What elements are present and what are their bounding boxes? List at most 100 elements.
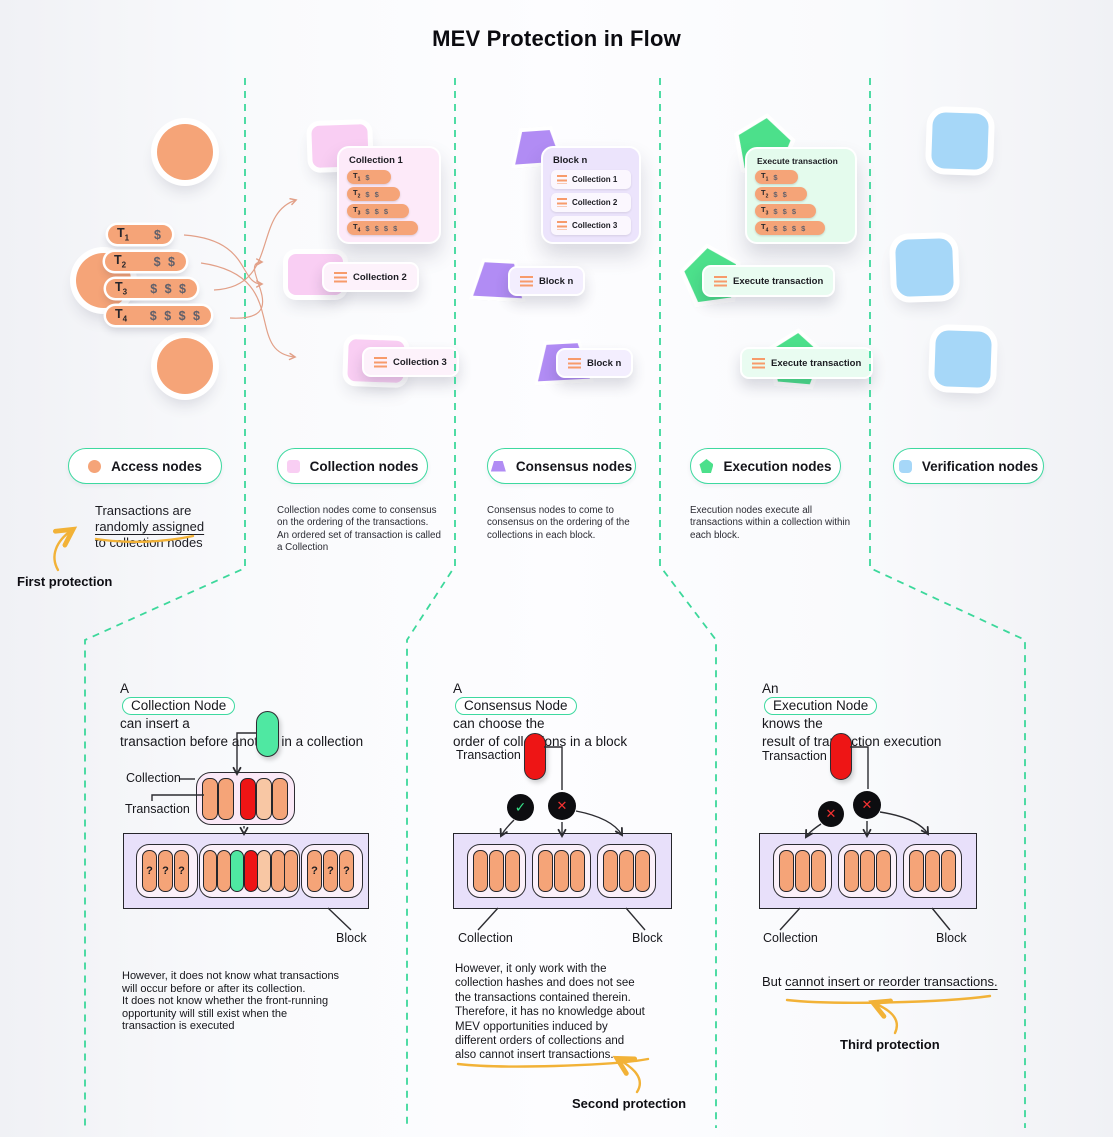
verification-node-square [934,330,992,388]
mev-transaction-pill [830,733,852,780]
transaction-slot [795,850,810,892]
access-node-circle [157,338,213,394]
collection-lines-icon [557,221,567,230]
transaction-slot [876,850,891,892]
transaction-pill-mini: T1 $ [347,170,391,184]
transaction-amount: $ $ $ [150,281,188,296]
transaction-pill-mini: T4 $ $ $ $ [347,221,418,235]
collection-lines-icon [334,271,347,283]
block-row-label: Collection 1 [572,175,618,184]
legend-access-nodes: Access nodes [68,448,222,484]
collection-node-paragraph: However, it does not know what transacti… [122,970,340,1033]
transaction-slot [505,850,520,892]
block-n-card: Block n Collection 1 Collection 2 Collec… [541,146,641,244]
consensus-node-icon [490,460,506,472]
transaction-slot [925,850,940,892]
verification-node-square [895,238,954,297]
transaction-label: T2 [114,253,127,270]
transaction-pointer-label: Transaction [456,748,521,762]
transaction-slot [811,850,826,892]
unknown-transaction-slot: ? [174,850,189,892]
transaction-label: T4 [115,307,128,324]
transaction-slot [603,850,618,892]
transaction-slot [473,850,488,892]
transaction-slot [270,850,285,892]
consensus-node-heading: A Consensus Node can choose the order of… [453,680,628,749]
collection-lines-icon [520,275,533,287]
transaction-pill: T4 $ $ $ $ [106,306,211,325]
transaction-slot [203,850,217,892]
legend-execution-nodes: Execution nodes [690,448,841,484]
block-pointer-label: Block [632,931,663,945]
third-protection-label: Third protection [840,1037,940,1052]
transaction-amount: $ $ $ $ [149,308,202,323]
cannot-insert-underlined: cannot insert or reorder transactions. [785,974,998,989]
transaction-slot [554,850,569,892]
transaction-slot [284,850,298,892]
execution-node-pill: Execution Node [764,697,878,715]
collection-node-pill: Collection Node [122,697,236,715]
transaction-label: T1 [117,226,130,243]
transaction-pill-mini: T1 $ [755,170,798,184]
collection-lines-icon [557,175,567,184]
collection1-card: Collection 1 T1 $ T2 $ $ T3 $ $ $ T4 $ $ $ $ [337,146,441,244]
block-row-label: Collection 2 [572,198,618,207]
collection-node-icon [286,459,300,473]
collection-description: Collection nodes come to consensus on th… [277,505,441,554]
transaction-pill: T3 $ $ $ [106,279,197,298]
collection3-label-card: Collection 3 [362,347,459,377]
transaction-pill-mini: T3 $ $ $ [347,204,409,218]
transaction-slot [844,850,859,892]
block-pointer-label: Block [936,931,967,945]
block-n-label: Block n [587,357,622,369]
execution-node-heading: An Execution Node knows the result of tr… [762,680,942,749]
unknown-transaction-slot: ? [158,850,173,892]
access-description: Transactions are randomly assigned to co… [95,503,205,550]
legend-verification-nodes: Verification nodes [893,448,1044,484]
verification-node-square [931,112,989,170]
transaction-slot [218,778,234,820]
inserted-transaction-pill [256,711,279,757]
collection-pointer-label: Collection [126,771,181,785]
execute-transaction-card: Execute transaction T1 $ T2 $ $ T3 $ $ $ T4… [745,147,857,244]
collection-lines-icon [752,357,765,369]
execute-transaction-label: Execute transaction [771,357,862,369]
transaction-amount: $ $ [153,254,177,269]
unknown-transaction-slot: ? [323,850,338,892]
transaction-slot [570,850,585,892]
transaction-slot [635,850,650,892]
access-node-icon [88,459,102,473]
execution-description: Execution nodes execute all transactions… [690,505,851,541]
collection-pointer-label: Collection [458,931,513,945]
transaction-pointer-label: Transaction [125,802,190,816]
transaction-slot [202,778,218,820]
second-protection-label: Second protection [572,1096,687,1111]
legend-consensus-nodes: Consensus nodes [487,448,636,484]
transaction-slot [256,778,272,820]
unknown-transaction-slot: ? [142,850,157,892]
transaction-slot [216,850,231,892]
first-protection-label: First protection [17,574,113,589]
transaction-slot [779,850,794,892]
block-collection-row: Collection 3 [551,216,631,235]
inserted-transaction-slot [230,850,244,892]
denied-cross-icon: ✕ [548,792,576,820]
transaction-label: T3 [115,280,128,297]
transaction-pill-mini: T4 $ $ $ $ [755,221,825,235]
transaction-pill: T1 $ [108,225,172,244]
block-n-label-card: Block n [508,266,586,296]
unknown-transaction-slot: ? [307,850,322,892]
collection-lines-icon [568,357,581,369]
transaction-slot [489,850,504,892]
legend-collection-nodes: Collection nodes [277,448,428,484]
legend-label: Access nodes [111,458,202,474]
unknown-transaction-slot: ? [339,850,354,892]
transaction-slot [941,850,956,892]
transaction-slot [272,778,288,820]
collection-pointer-label: Collection [763,931,818,945]
transaction-amount: $ [154,227,163,242]
legend-label: Collection nodes [309,458,419,474]
block-n-card-title: Block n [553,155,588,166]
legend-label: Execution nodes [723,458,832,474]
